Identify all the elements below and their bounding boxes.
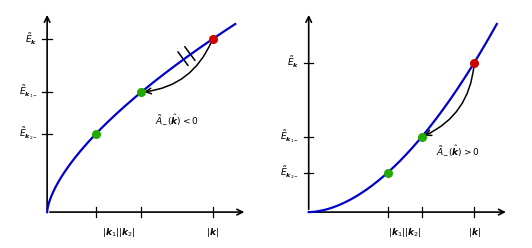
- Text: $\tilde{E}_{\boldsymbol{k}}$: $\tilde{E}_{\boldsymbol{k}}$: [25, 31, 38, 47]
- Text: $|\boldsymbol{k}_1||\boldsymbol{k}_2|$: $|\boldsymbol{k}_1||\boldsymbol{k}_2|$: [102, 226, 136, 239]
- Text: $\tilde{A}_{-}(\hat{\boldsymbol{k}}) > 0$: $\tilde{A}_{-}(\hat{\boldsymbol{k}}) > 0…: [436, 144, 479, 159]
- Text: $\tilde{E}_{\boldsymbol{k}_{2-}}$: $\tilde{E}_{\boldsymbol{k}_{2-}}$: [280, 164, 299, 181]
- Text: $|\boldsymbol{k}|$: $|\boldsymbol{k}|$: [206, 226, 219, 239]
- Text: $\tilde{E}_{\boldsymbol{k}_{1-}}$: $\tilde{E}_{\boldsymbol{k}_{1-}}$: [280, 129, 299, 145]
- Text: $\tilde{E}_{\boldsymbol{k}_{1-}}$: $\tilde{E}_{\boldsymbol{k}_{1-}}$: [19, 84, 38, 100]
- Text: $\tilde{E}_{\boldsymbol{k}_{2-}}$: $\tilde{E}_{\boldsymbol{k}_{2-}}$: [19, 125, 38, 142]
- Text: $|\boldsymbol{k}|$: $|\boldsymbol{k}|$: [468, 226, 481, 239]
- Text: $\tilde{E}_{\boldsymbol{k}}$: $\tilde{E}_{\boldsymbol{k}}$: [287, 55, 299, 70]
- Text: $|\boldsymbol{k}_1||\boldsymbol{k}_2|$: $|\boldsymbol{k}_1||\boldsymbol{k}_2|$: [388, 226, 421, 239]
- Text: $\tilde{A}_{-}(\hat{\boldsymbol{k}}) < 0$: $\tilde{A}_{-}(\hat{\boldsymbol{k}}) < 0…: [155, 113, 199, 128]
